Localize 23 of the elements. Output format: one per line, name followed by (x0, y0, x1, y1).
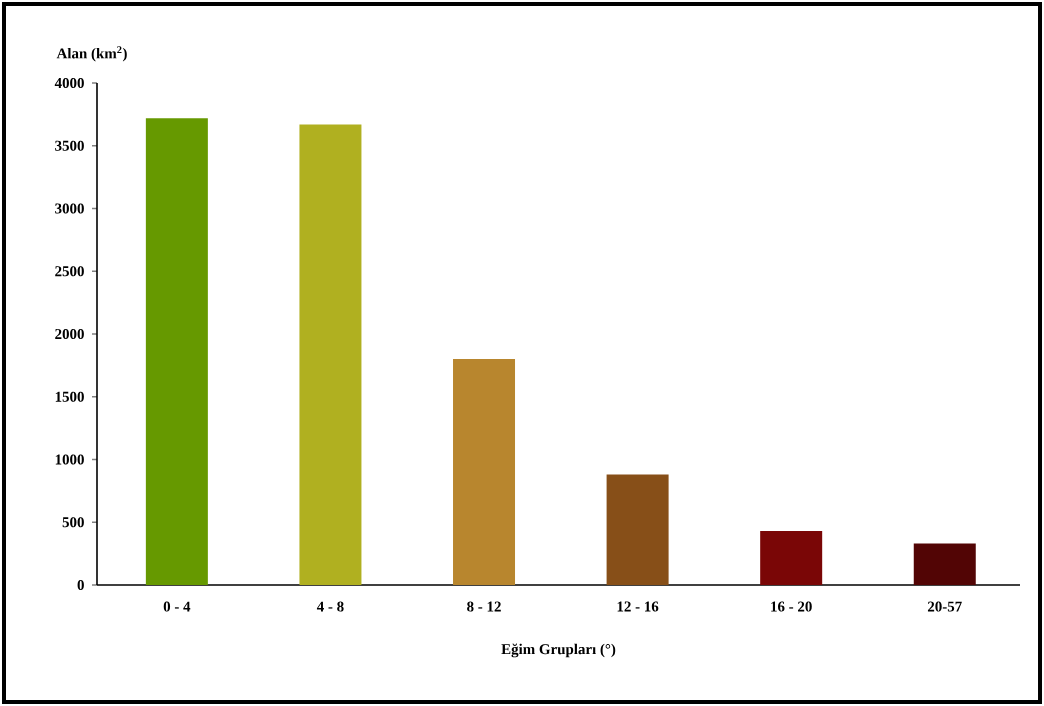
y-tick-label: 4000 (54, 77, 84, 89)
x-axis-title: Eğim Grupları (°) (501, 643, 616, 658)
x-tick-label: 8 - 12 (467, 601, 501, 612)
y-tick-label: 500 (62, 517, 84, 528)
y-tick-label: 3000 (55, 203, 84, 214)
y-tick-label: 0 (77, 579, 84, 591)
x-tick-label: 4 - 8 (316, 601, 344, 612)
y-axis-title: Alan (km$^{2}$) (56, 46, 127, 62)
y-tick-label: 1500 (55, 391, 84, 402)
x-tick-label: 0 - 4 (163, 601, 191, 612)
y-tick-label: 2000 (55, 328, 84, 340)
y-tick-label: 3500 (55, 140, 84, 151)
x-tick-label: 16 - 20 (771, 601, 812, 612)
bar (145, 118, 208, 585)
bar (606, 474, 669, 585)
y-tick-label: 2500 (55, 266, 84, 277)
x-tick-label: 12 - 16 (617, 601, 659, 612)
bar (913, 543, 976, 585)
bar (453, 359, 516, 585)
bar (299, 124, 362, 585)
y-tick-label: 1000 (55, 454, 84, 465)
bar (760, 531, 823, 585)
x-tick-label: 20-57 (927, 601, 962, 612)
